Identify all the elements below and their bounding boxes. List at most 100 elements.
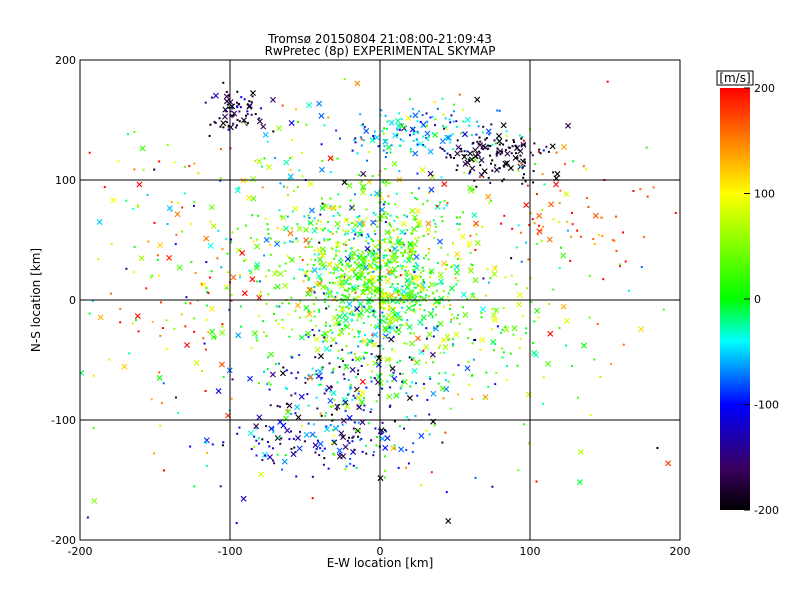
data-point-x — [330, 390, 337, 397]
data-point — [254, 113, 257, 116]
data-point — [441, 441, 444, 444]
data-point-x — [385, 144, 392, 151]
data-point — [407, 283, 410, 286]
data-point — [451, 313, 454, 316]
data-point — [412, 442, 415, 445]
data-point-x — [580, 342, 587, 349]
data-point — [343, 78, 346, 81]
data-point — [340, 279, 343, 282]
data-point — [515, 146, 518, 149]
data-point — [427, 295, 430, 298]
data-point — [411, 300, 414, 303]
data-point — [337, 193, 340, 196]
data-point-x — [414, 208, 421, 215]
data-point — [345, 465, 348, 468]
data-point — [161, 327, 164, 330]
data-point — [296, 240, 299, 243]
data-point — [389, 386, 392, 389]
data-point — [279, 442, 282, 445]
data-point — [558, 266, 561, 269]
data-point — [359, 229, 362, 232]
data-point — [275, 305, 278, 308]
colorbar-label-group: [m/s] — [716, 70, 754, 86]
data-point — [356, 262, 359, 265]
data-point — [411, 281, 414, 284]
data-point — [150, 398, 153, 401]
data-point — [318, 383, 321, 386]
data-point — [311, 367, 314, 370]
data-point-x — [423, 344, 430, 351]
data-point — [162, 382, 165, 385]
data-point — [368, 265, 371, 268]
data-point — [495, 371, 498, 374]
data-point-x — [253, 264, 260, 271]
data-point-x — [239, 249, 246, 256]
data-point — [142, 168, 145, 171]
data-point — [230, 299, 233, 302]
data-point — [326, 221, 329, 224]
data-point — [207, 292, 210, 295]
data-point-x — [110, 197, 117, 204]
data-point-x — [413, 264, 420, 271]
data-point — [373, 130, 376, 133]
data-point — [309, 319, 312, 322]
data-point — [456, 257, 459, 260]
data-point-x — [296, 225, 303, 232]
data-point — [615, 215, 618, 218]
data-point — [193, 162, 196, 165]
data-point-x — [469, 292, 476, 299]
data-point — [395, 215, 398, 218]
data-point-x — [220, 120, 227, 127]
data-point — [229, 241, 232, 244]
data-point — [208, 134, 211, 137]
data-point — [445, 491, 448, 494]
data-point — [246, 110, 249, 113]
data-point — [548, 302, 551, 305]
data-point — [315, 226, 318, 229]
data-point — [393, 420, 396, 423]
data-point — [344, 364, 347, 367]
data-point-x — [303, 226, 310, 233]
data-point — [525, 332, 528, 335]
data-point — [543, 183, 546, 186]
data-point — [387, 202, 390, 205]
data-point — [386, 380, 389, 383]
data-point — [416, 394, 419, 397]
data-point — [289, 240, 292, 243]
data-point — [404, 296, 407, 299]
data-point — [219, 125, 222, 128]
data-point — [525, 327, 528, 330]
data-point — [427, 251, 430, 254]
data-point — [294, 451, 297, 454]
data-point-x — [277, 270, 284, 277]
data-point — [366, 286, 369, 289]
data-point — [265, 302, 268, 305]
data-point — [332, 428, 335, 431]
data-point — [263, 157, 266, 160]
data-point — [365, 286, 368, 289]
data-point — [422, 269, 425, 272]
data-point — [336, 241, 339, 244]
data-point — [286, 215, 289, 218]
data-point — [291, 139, 294, 142]
data-point — [261, 320, 264, 323]
data-point — [328, 293, 331, 296]
data-point — [381, 238, 384, 241]
data-point — [500, 222, 503, 225]
data-point-x — [330, 204, 337, 211]
data-point — [317, 219, 320, 222]
x-tick-label: -200 — [68, 545, 93, 558]
data-point — [456, 317, 459, 320]
data-point — [137, 330, 140, 333]
data-point — [294, 412, 297, 415]
data-point — [538, 224, 541, 227]
data-point-x — [176, 264, 183, 271]
data-point — [380, 432, 383, 435]
data-point — [323, 333, 326, 336]
data-point-x — [288, 256, 295, 263]
data-point — [381, 197, 384, 200]
data-point — [362, 261, 365, 264]
y-tick-label: 0 — [69, 294, 76, 307]
data-point — [391, 245, 394, 248]
data-point — [662, 308, 665, 311]
